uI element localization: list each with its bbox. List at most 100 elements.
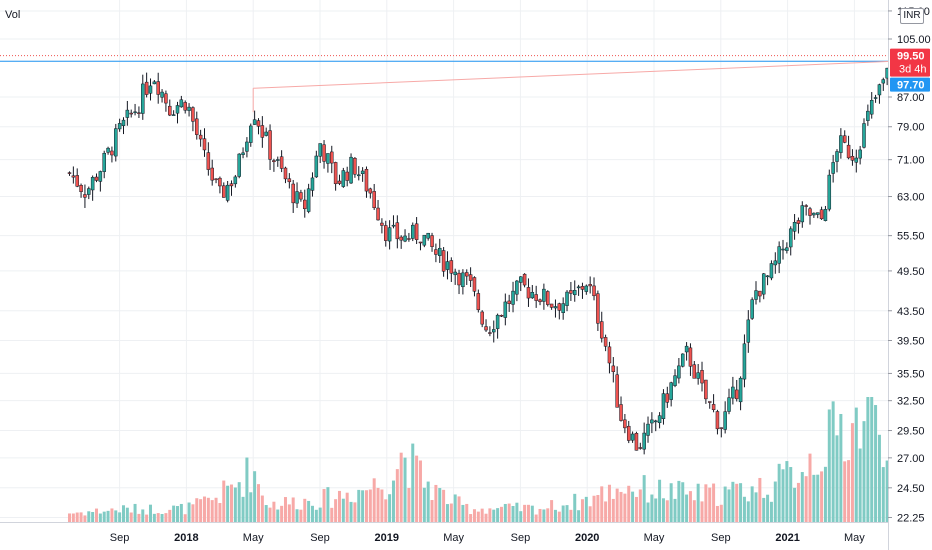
volume-bar bbox=[121, 505, 125, 522]
candle-body bbox=[252, 119, 257, 125]
volume-bar bbox=[357, 489, 361, 522]
volume-bar bbox=[191, 504, 195, 522]
price-axis[interactable]: 22.25 24.50 27.00 29.50 32.50 35.50 39.50 43.50… bbox=[888, 0, 932, 550]
volume-bar bbox=[391, 480, 395, 522]
volume-bar bbox=[550, 500, 554, 522]
candle-body bbox=[653, 420, 658, 423]
volume-bar bbox=[488, 508, 492, 522]
candle-body bbox=[414, 223, 419, 240]
volume-bar bbox=[438, 488, 442, 522]
volume-bar bbox=[816, 474, 820, 522]
last-price-value: 99.50 bbox=[897, 51, 925, 63]
candle-body bbox=[457, 272, 461, 286]
candle-body bbox=[549, 303, 554, 308]
candle-body bbox=[569, 290, 573, 294]
volume-bar bbox=[735, 483, 739, 522]
candle-body bbox=[94, 176, 99, 181]
candle-body bbox=[677, 365, 681, 379]
drawing-overlays[interactable] bbox=[0, 55, 932, 113]
price-tick-label: 49.50 bbox=[897, 266, 925, 278]
candle-body bbox=[79, 184, 83, 192]
candle-body bbox=[168, 105, 172, 116]
volume-bar bbox=[148, 504, 152, 522]
volume-bar bbox=[542, 509, 546, 522]
candle-body bbox=[673, 375, 677, 386]
volume-bar bbox=[179, 503, 183, 522]
volume-bar bbox=[631, 491, 635, 522]
volume-bar bbox=[750, 486, 754, 522]
volume-bar bbox=[561, 505, 565, 522]
trendline[interactable] bbox=[253, 59, 932, 89]
volume-bar bbox=[708, 487, 712, 522]
volume-bar bbox=[245, 457, 249, 522]
volume-bar bbox=[253, 471, 257, 522]
candle-body bbox=[746, 319, 751, 343]
volume-bar bbox=[769, 501, 773, 522]
currency-badge[interactable]: INR bbox=[900, 8, 924, 24]
candle-body bbox=[210, 167, 214, 181]
candle-body bbox=[588, 284, 592, 287]
time-axis[interactable]: Sep 2018 May Sep 2019 May Sep 2020 May Sep 2021 May… bbox=[0, 522, 931, 550]
volume-bar bbox=[222, 480, 226, 522]
volume-bar bbox=[712, 483, 716, 522]
volume-bar bbox=[442, 489, 446, 522]
candle-body bbox=[299, 192, 303, 200]
candle-body bbox=[607, 346, 612, 364]
candle-body bbox=[160, 91, 164, 98]
candle-body bbox=[241, 152, 245, 155]
level-badge[interactable] bbox=[890, 77, 930, 92]
candle-body bbox=[650, 419, 654, 424]
candle-body bbox=[264, 131, 268, 136]
volume-bar bbox=[233, 487, 237, 522]
candle-body bbox=[222, 185, 226, 198]
volume-bar bbox=[202, 496, 206, 522]
volume-bar bbox=[874, 405, 878, 522]
volume-bar bbox=[249, 492, 253, 522]
volume-bar bbox=[307, 500, 311, 522]
volume-bar bbox=[449, 503, 453, 522]
volume-bar bbox=[843, 461, 847, 522]
volume-bar bbox=[862, 421, 866, 522]
volume-bar bbox=[353, 502, 357, 522]
candle-body bbox=[364, 168, 369, 192]
volume-bar bbox=[268, 507, 272, 522]
candle-body bbox=[225, 184, 230, 201]
volume-bar bbox=[79, 512, 83, 522]
time-tick-label: May bbox=[844, 532, 865, 544]
price-tick-label: 32.50 bbox=[897, 396, 925, 408]
volume-bar bbox=[796, 482, 800, 522]
volume-bar bbox=[499, 506, 503, 522]
volume-bar bbox=[496, 508, 500, 522]
candle-body bbox=[175, 105, 180, 114]
candle-body bbox=[692, 364, 697, 379]
candle-body bbox=[75, 175, 79, 187]
candle-body bbox=[561, 303, 565, 313]
volume-bar bbox=[415, 455, 419, 522]
candle-body bbox=[580, 286, 585, 290]
volume-bar bbox=[137, 513, 141, 522]
time-tick-label: May bbox=[243, 532, 264, 544]
candle-body bbox=[727, 397, 731, 412]
candle-body bbox=[823, 209, 828, 221]
volume-bar bbox=[388, 494, 392, 522]
volume-bar bbox=[812, 474, 816, 522]
candle-body bbox=[515, 280, 519, 295]
candle-body bbox=[630, 433, 635, 441]
volume-bar bbox=[175, 506, 179, 522]
candle-body bbox=[553, 306, 558, 309]
price-tick-label: 27.00 bbox=[897, 453, 925, 465]
candle-body bbox=[291, 183, 295, 204]
volume-bar bbox=[141, 509, 145, 522]
candle-body bbox=[704, 379, 708, 400]
volume-bar bbox=[793, 487, 797, 522]
last-price-badge[interactable] bbox=[890, 48, 930, 77]
candle-body bbox=[430, 235, 434, 247]
candle-body bbox=[306, 188, 311, 212]
volume-bar bbox=[411, 443, 415, 522]
candle-body bbox=[357, 174, 361, 177]
volume-bar bbox=[785, 461, 789, 522]
candle-body bbox=[465, 272, 469, 277]
volume-bar bbox=[885, 460, 889, 522]
